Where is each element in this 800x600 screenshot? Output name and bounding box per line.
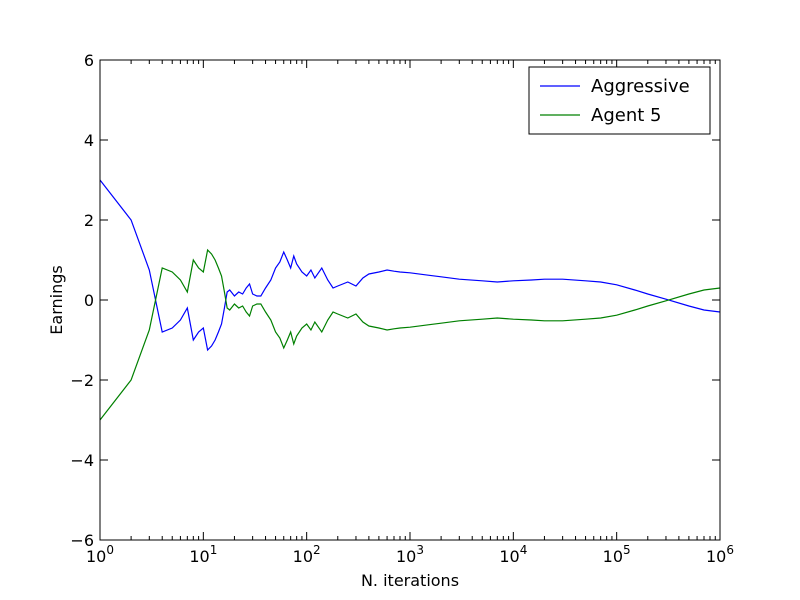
y-tick-label: −6 <box>70 531 94 550</box>
x-tick-label: 103 <box>396 543 424 566</box>
series-line-aggressive <box>99 179 721 352</box>
x-tick-label: 101 <box>189 543 217 566</box>
series-layer <box>99 179 721 421</box>
x-tick-label: 100 <box>86 543 114 566</box>
series-line-agent-5 <box>99 248 721 421</box>
legend: Aggressive Agent 5 <box>528 66 711 135</box>
legend-box <box>528 66 711 135</box>
y-axis-label: Earnings <box>47 265 66 334</box>
x-axis-label: N. iterations <box>361 571 459 590</box>
x-tick-label: 106 <box>706 543 734 566</box>
y-tick-label: −2 <box>70 371 94 390</box>
y-tick-label: 2 <box>84 211 94 230</box>
y-tick-label: 6 <box>84 51 94 70</box>
legend-label-agent-5: Agent 5 <box>591 105 661 126</box>
legend-label-aggressive: Aggressive <box>591 76 690 97</box>
y-tick-label: −4 <box>70 451 94 470</box>
x-tick-label: 104 <box>499 543 527 566</box>
y-tick-label: 0 <box>84 291 94 310</box>
y-tick-label: 4 <box>84 131 94 150</box>
x-tick-label: 105 <box>603 543 631 566</box>
ticks-layer: 100 101 102 103 104 105 106 −6 −4 −2 0 2 4 6 <box>70 51 734 566</box>
x-tick-label: 102 <box>293 543 321 566</box>
